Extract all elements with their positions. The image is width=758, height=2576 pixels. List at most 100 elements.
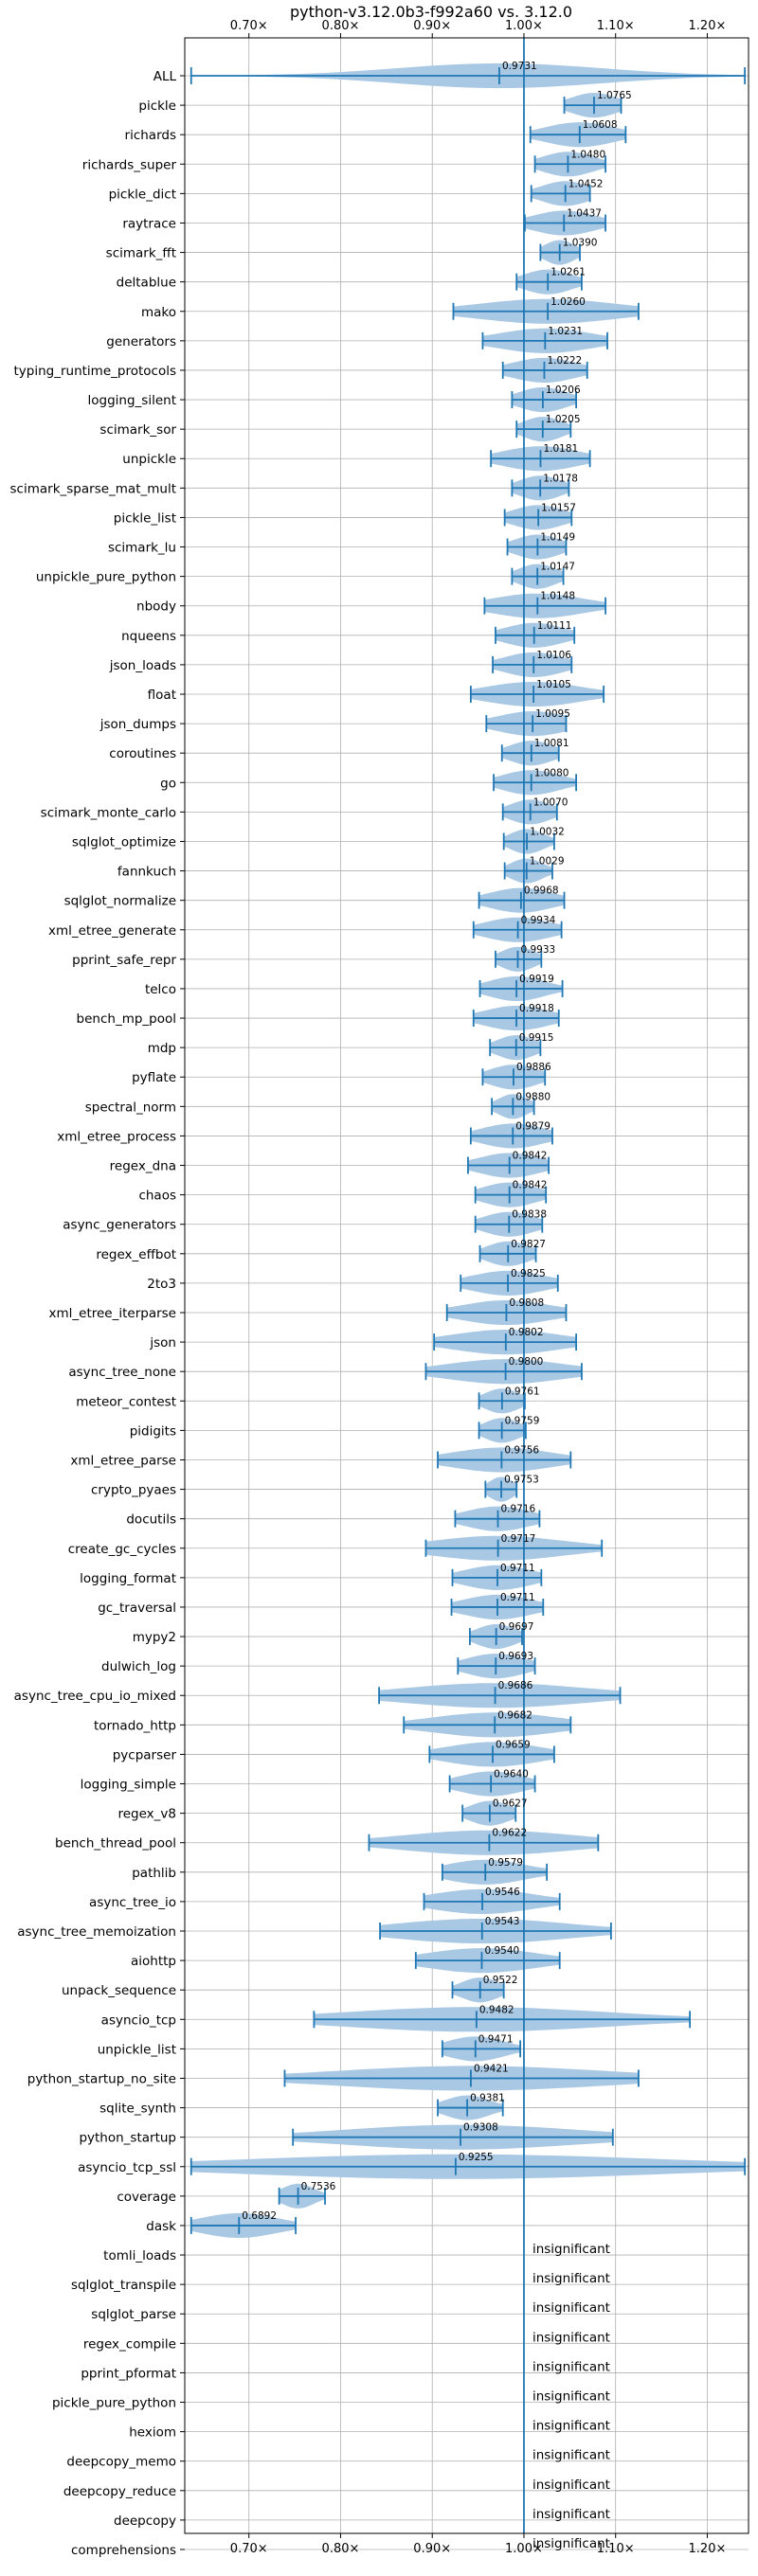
category-label: sqlglot_normalize [64, 894, 176, 909]
category-label: regex_v8 [117, 1807, 176, 1822]
category-label: sqlglot_transpile [71, 2278, 176, 2293]
category-label: dulwich_log [101, 1659, 176, 1674]
category-label: ALL [153, 69, 177, 84]
category-label: telco [145, 982, 176, 997]
insignificant-label: insignificant [532, 2359, 610, 2374]
category-label: pyflate [132, 1070, 176, 1085]
mean-label: 0.9968 [524, 886, 559, 897]
category-label: async_tree_io [89, 1895, 176, 1910]
mean-label: 0.9381 [470, 2093, 505, 2104]
insignificant-label: insignificant [532, 2507, 610, 2522]
mean-label: 1.0452 [568, 178, 604, 189]
category-label: nbody [136, 599, 176, 615]
tick-label-bottom: 0.80× [322, 2542, 360, 2556]
category-label: scimark_sparse_mat_mult [10, 481, 176, 496]
tick-label-top: 1.10× [597, 19, 635, 33]
category-label: meteor_contest [76, 1394, 176, 1409]
mean-label: 1.0106 [536, 650, 571, 661]
mean-label: 1.0231 [548, 326, 583, 337]
mean-label: 1.0181 [543, 443, 578, 455]
category-label: python_startup [79, 2131, 176, 2146]
category-label: unpickle_list [98, 2042, 176, 2057]
mean-label: 0.9308 [463, 2122, 498, 2134]
category-label: pprint_pformat [81, 2366, 176, 2381]
category-label: go [160, 776, 176, 791]
category-label: tomli_loads [103, 2248, 176, 2263]
category-label: xml_etree_iterparse [49, 1306, 177, 1321]
category-label: deepcopy_memo [66, 2455, 176, 2470]
mean-label: 1.0105 [536, 679, 571, 690]
category-label: regex_dna [110, 1159, 176, 1174]
category-label: async_generators [63, 1218, 176, 1233]
tick-label-bottom: 0.70× [230, 2542, 268, 2556]
mean-label: 1.0261 [550, 267, 586, 278]
category-label: comprehensions [71, 2543, 176, 2558]
mean-label: 1.0437 [567, 207, 602, 219]
category-label: xml_etree_process [57, 1129, 176, 1144]
category-label: sqlite_synth [99, 2102, 176, 2117]
mean-label: 0.9622 [492, 1828, 527, 1839]
mean-label: 0.9471 [478, 2033, 514, 2045]
category-label: float [148, 688, 176, 703]
mean-label: 1.0260 [550, 296, 586, 308]
axis-ticks: 0.70× 0.70× 0.80× 0.80× 0.90× 0.90× 1.00× 1.00×… [180, 19, 726, 2556]
category-label: logging_silent [88, 393, 176, 408]
category-label: pprint_safe_repr [72, 953, 176, 968]
category-label: nqueens [121, 629, 176, 644]
category-label: deltablue [117, 276, 176, 291]
category-label: scimark_fft [106, 246, 176, 261]
category-label: logging_format [80, 1571, 176, 1586]
mean-label: 1.0157 [541, 502, 576, 513]
mean-label: 0.9711 [500, 1592, 535, 1603]
category-label: bench_thread_pool [55, 1836, 176, 1852]
mean-label: 1.0111 [537, 620, 572, 632]
category-label: hexiom [129, 2425, 176, 2441]
insignificant-label: insignificant [532, 2242, 610, 2257]
category-label: deepcopy_reduce [63, 2484, 176, 2499]
mean-label: 0.9659 [496, 1739, 531, 1750]
mean-label: 0.9686 [498, 1680, 533, 1691]
category-label: sqlglot_parse [91, 2307, 176, 2322]
category-label: sqlglot_optimize [72, 834, 176, 850]
mean-label: 1.0608 [583, 119, 618, 131]
tick-label-top: 0.90× [413, 19, 451, 33]
mean-label: 1.0390 [563, 238, 598, 249]
mean-label: 1.0029 [530, 856, 565, 868]
category-label: json_dumps [99, 717, 176, 732]
mean-label: 1.0147 [540, 562, 575, 573]
insignificant-label: insignificant [532, 2271, 610, 2286]
tick-label-top: 1.00× [505, 19, 543, 33]
mean-label: 0.9717 [501, 1533, 536, 1545]
category-label: pickle_list [114, 510, 176, 526]
category-label: async_tree_memoization [17, 1924, 176, 1940]
mean-label: 0.9886 [516, 1062, 551, 1073]
mean-label: 0.9522 [483, 1975, 518, 1986]
insignificant-label: insignificant [532, 2419, 610, 2434]
category-label: regex_compile [83, 2336, 176, 2352]
mean-label: 0.9934 [521, 915, 556, 926]
chart-title: python-v3.12.0b3-f992a60 vs. 3.12.0 [290, 3, 572, 21]
category-label: coroutines [109, 746, 176, 761]
mean-label: 0.9753 [504, 1475, 539, 1486]
category-label: generators [106, 334, 176, 349]
mean-label: 0.9802 [509, 1327, 544, 1338]
category-label: typing_runtime_protocols [14, 364, 177, 379]
insignificant-label: insignificant [532, 2478, 610, 2493]
category-label: asyncio_tcp_ssl [78, 2160, 176, 2175]
violins [190, 63, 747, 2238]
category-label: deepcopy [114, 2513, 176, 2529]
category-label: scimark_lu [108, 541, 176, 556]
category-label: mdp [148, 1041, 176, 1056]
mean-label: 0.9933 [520, 944, 555, 956]
mean-label: 1.0080 [534, 767, 569, 778]
mean-label: 1.0070 [533, 796, 568, 808]
category-label: create_gc_cycles [68, 1542, 176, 1557]
category-label: pickle_pure_python [52, 2396, 176, 2411]
mean-label: 0.7536 [301, 2181, 336, 2192]
mean-label: 1.0206 [546, 385, 581, 396]
mean-label: 0.9711 [500, 1563, 535, 1574]
mean-label: 0.9716 [500, 1504, 535, 1515]
mean-label: 0.9579 [488, 1857, 523, 1869]
category-label: logging_simple [81, 1778, 176, 1793]
